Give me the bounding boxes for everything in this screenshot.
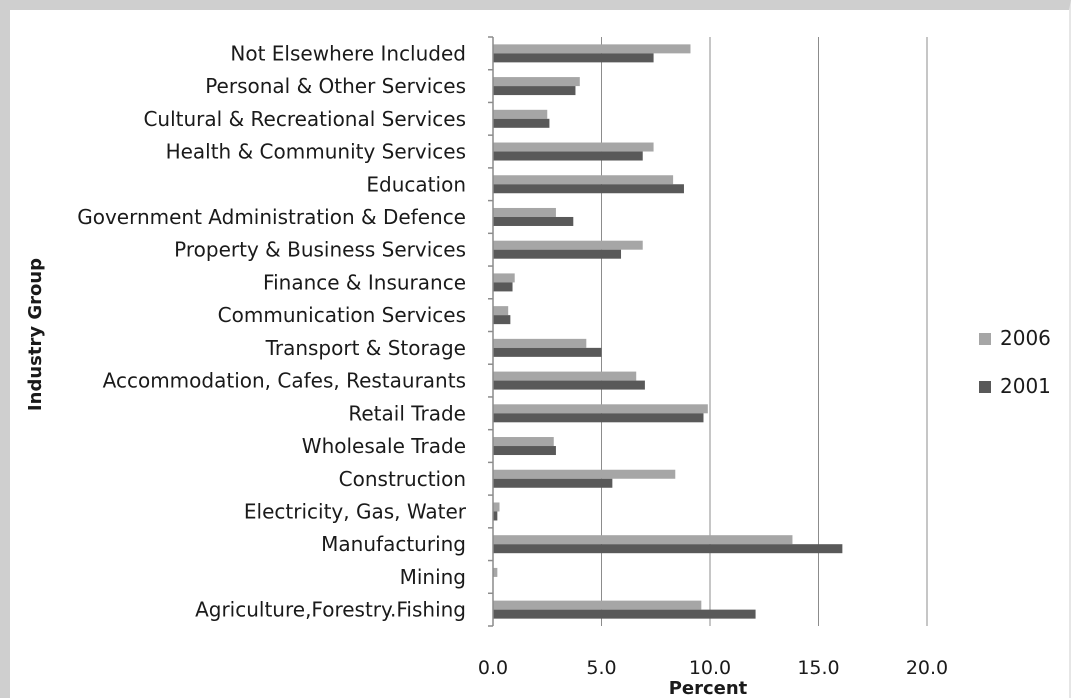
bar-2006 [493, 567, 498, 577]
category-label: Electricity, Gas, Water [244, 499, 467, 523]
y-axis-title: Industry Group [25, 258, 46, 411]
x-tick-label: 5.0 [586, 657, 616, 679]
legend-swatch-2006 [979, 333, 991, 345]
bar-2006 [493, 502, 500, 512]
category-label: Agriculture,Forestry.Fishing [195, 598, 466, 622]
bar-2001 [493, 609, 756, 619]
category-label: Communication Services [218, 303, 466, 327]
bar-2006 [493, 142, 654, 152]
bar-2001 [493, 315, 511, 325]
bar-2001 [493, 446, 556, 456]
category-label: Personal & Other Services [205, 74, 466, 98]
bar-2001 [493, 53, 654, 63]
bar-2001 [493, 151, 643, 161]
bar-2001 [493, 118, 550, 128]
category-label: Construction [339, 467, 466, 491]
bar-2001 [493, 413, 704, 423]
bar-2006 [493, 77, 580, 87]
category-label: Property & Business Services [174, 238, 466, 262]
category-label: Wholesale Trade [302, 434, 466, 458]
bar-2001 [493, 347, 602, 357]
category-label: Finance & Insurance [263, 270, 466, 294]
y-axis-ticks [488, 36, 493, 627]
category-label: Accommodation, Cafes, Restaurants [103, 369, 466, 393]
x-tick-label: 20.0 [906, 657, 948, 679]
legend-swatch-2001 [979, 381, 991, 393]
bar-2001 [493, 544, 843, 554]
category-label: Government Administration & Defence [77, 205, 466, 229]
bar-2001 [493, 282, 513, 292]
bar-2006 [493, 273, 515, 283]
category-label: Manufacturing [321, 532, 466, 556]
bar-2006 [493, 109, 548, 119]
bar-2001 [493, 86, 576, 96]
bar-2006 [493, 207, 556, 217]
bar-2006 [493, 437, 554, 447]
bar-2001 [493, 380, 645, 390]
bars [493, 44, 843, 619]
x-tick-label: 15.0 [797, 657, 839, 679]
legend-label-2001: 2001 [1000, 374, 1051, 398]
bar-2006 [493, 306, 509, 316]
bar-2001 [493, 184, 684, 194]
bar-2006 [493, 535, 793, 545]
bar-2001 [493, 511, 498, 521]
bar-2001 [493, 216, 574, 226]
category-label: Not Elsewhere Included [230, 41, 466, 65]
bar-2006 [493, 469, 676, 479]
category-label: Mining [400, 565, 466, 589]
bar-2001 [493, 478, 613, 488]
category-label: Education [366, 172, 466, 196]
x-tick-labels: 0.0 5.0 10.0 15.0 20.0 [478, 657, 948, 679]
bar-2006 [493, 371, 637, 381]
category-label: Transport & Storage [265, 336, 466, 360]
legend: 2006 2001 [979, 326, 1051, 398]
category-label: Retail Trade [348, 401, 466, 425]
category-labels: Agriculture,Forestry.Fishing Mining Manufa… [77, 41, 467, 621]
bar-2006 [493, 338, 587, 348]
x-tick-label: 0.0 [478, 657, 508, 679]
category-label: Health & Community Services [166, 140, 466, 164]
bar-2006 [493, 240, 643, 250]
x-tick-label: 10.0 [689, 657, 731, 679]
bar-2006 [493, 44, 691, 54]
bar-2001 [493, 249, 622, 259]
gridlines [601, 37, 928, 626]
bar-2006 [493, 600, 702, 610]
category-label: Cultural & Recreational Services [143, 107, 466, 131]
bar-2006 [493, 175, 674, 185]
bar-2006 [493, 404, 708, 414]
legend-label-2006: 2006 [1000, 326, 1051, 350]
x-axis-title: Percent [669, 678, 748, 698]
